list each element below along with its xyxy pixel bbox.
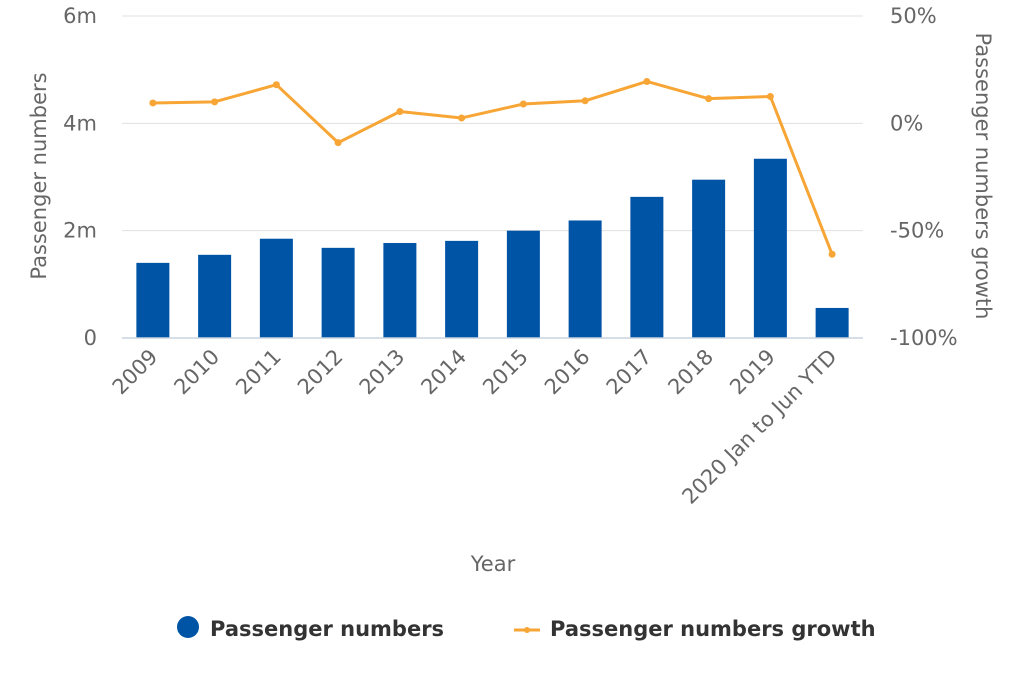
- bar: [753, 158, 787, 338]
- y2-tick-label: -100%: [890, 326, 958, 350]
- line-series: [149, 77, 836, 258]
- x-tick-label: 2014: [416, 345, 471, 400]
- line-point: [211, 98, 219, 106]
- y-tick-label: 6m: [63, 4, 97, 28]
- legend-bar-swatch: [177, 616, 199, 638]
- line-point: [581, 97, 589, 105]
- y2-tick-label: -50%: [890, 219, 944, 243]
- x-tick-label: 2013: [355, 345, 410, 400]
- line-point: [828, 250, 836, 258]
- y2-axis-title: Passenger numbers growth: [971, 33, 995, 320]
- line-point: [458, 114, 466, 122]
- x-tick-label: 2011: [231, 345, 286, 400]
- y2-tick-label: 50%: [890, 4, 937, 28]
- x-tick-label: 2010: [169, 345, 224, 400]
- bar: [259, 238, 293, 338]
- bar: [321, 247, 355, 338]
- legend: Passenger numbers Passenger numbers grow…: [177, 616, 876, 641]
- line-point: [334, 139, 342, 147]
- bar: [198, 254, 232, 338]
- bar-series: [136, 158, 849, 338]
- bar: [568, 220, 602, 338]
- bar: [630, 196, 664, 338]
- y-axis-title: Passenger numbers: [27, 72, 51, 279]
- x-tick-label: 2012: [293, 345, 348, 400]
- y2-tick-label: 0%: [890, 111, 923, 135]
- x-tick-label: 2017: [602, 345, 657, 400]
- x-axis-ticks: 2009 2010 2011 2012 2013 2014 2015 2016 2017 2018…: [108, 345, 842, 509]
- legend-bar-label: Passenger numbers: [210, 617, 444, 641]
- legend-line-label: Passenger numbers growth: [550, 617, 876, 641]
- line-point: [272, 81, 280, 89]
- x-tick-label: 2016: [540, 345, 595, 400]
- x-axis-title: Year: [470, 552, 516, 576]
- line-point: [396, 108, 404, 116]
- y-tick-label: 0: [84, 326, 97, 350]
- gridlines: [122, 15, 863, 232]
- bar: [445, 240, 479, 338]
- x-tick-label: 2019: [725, 345, 780, 400]
- x-tick-label: 2015: [478, 345, 533, 400]
- bar: [692, 179, 726, 338]
- bar: [383, 243, 417, 338]
- line-point: [705, 95, 713, 103]
- bar: [136, 262, 170, 338]
- x-tick-label: 2018: [663, 345, 718, 400]
- x-tick-label: 2009: [108, 345, 163, 400]
- growth-line: [152, 79, 834, 255]
- bar: [815, 307, 849, 338]
- y-tick-label: 4m: [63, 111, 97, 135]
- bar: [506, 230, 540, 338]
- line-point: [519, 100, 527, 108]
- legend-line-dot: [524, 627, 530, 633]
- line-point: [766, 93, 774, 100]
- line-point: [149, 99, 157, 107]
- y-axis-left-ticks: 0 2m 4m 6m: [63, 4, 97, 350]
- line-point: [643, 77, 651, 85]
- y-axis-right-ticks: -100% -50% 0% 50%: [890, 4, 958, 350]
- y-tick-label: 2m: [63, 219, 97, 243]
